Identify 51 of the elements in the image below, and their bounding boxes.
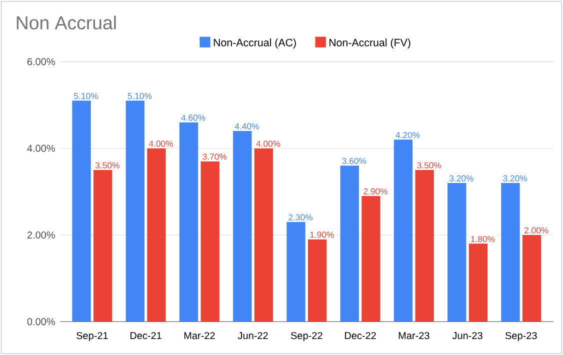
- bar: [254, 148, 274, 322]
- bar: [340, 166, 359, 322]
- data-label: 4.40%: [234, 123, 259, 130]
- data-label: 4.00%: [148, 140, 173, 147]
- bar: [501, 183, 520, 322]
- x-tick-label: Dec-21: [130, 332, 162, 340]
- x-tick-label: Jun-22: [238, 332, 268, 340]
- bar: [286, 222, 306, 322]
- data-label: 5.10%: [74, 92, 98, 100]
- data-label: 4.20%: [396, 132, 420, 138]
- legend-label: Non-Accrual (FV): [329, 38, 410, 48]
- x-tick-label: Dec-22: [344, 332, 376, 340]
- bar: [147, 148, 166, 322]
- data-label: 2.30%: [288, 214, 313, 220]
- x-tick-label: Jun-23: [452, 332, 482, 340]
- bar: [394, 140, 413, 322]
- bar: [126, 100, 144, 322]
- y-tick-label: 6.00%: [27, 58, 55, 66]
- y-tick-label: 2.00%: [27, 231, 55, 239]
- data-label: 3.20%: [449, 175, 474, 182]
- bar: [448, 183, 466, 322]
- data-label: 4.00%: [256, 140, 280, 147]
- bar: [522, 235, 542, 322]
- y-tick-label: 0.00%: [27, 318, 55, 326]
- data-label: 1.80%: [471, 236, 495, 242]
- bar: [362, 196, 380, 322]
- bar: [179, 122, 198, 322]
- y-tick-label: 4.00%: [27, 144, 55, 152]
- x-tick-label: Sep-21: [76, 332, 108, 342]
- bar: [468, 244, 488, 322]
- data-label: 3.50%: [417, 162, 442, 168]
- data-label: 1.90%: [310, 232, 334, 238]
- data-label: 3.70%: [202, 154, 227, 160]
- data-label: 4.60%: [181, 114, 206, 121]
- x-tick-label: Sep-22: [291, 332, 322, 342]
- legend-label: Non-Accrual (AC): [214, 38, 296, 48]
- data-label: 3.50%: [95, 162, 120, 168]
- chart-title: Non Accrual: [16, 16, 116, 30]
- data-label: 2.90%: [364, 188, 388, 194]
- bar: [72, 100, 91, 322]
- data-label: 3.60%: [342, 158, 366, 164]
- bar: [94, 170, 112, 322]
- x-tick-label: Mar-22: [184, 332, 215, 340]
- bar: [233, 131, 252, 322]
- bar: [200, 161, 220, 322]
- x-tick-label: Mar-23: [398, 332, 430, 340]
- bar: [415, 170, 434, 322]
- data-label: 3.20%: [503, 175, 527, 182]
- data-label: 5.10%: [128, 92, 152, 100]
- data-label: 2.00%: [524, 227, 548, 234]
- x-tick-label: Sep-23: [505, 332, 537, 342]
